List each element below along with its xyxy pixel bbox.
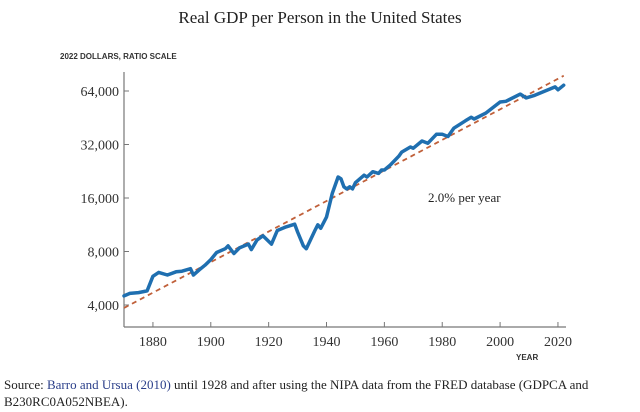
gdp-series-line — [122, 83, 566, 298]
x-tick-label: 2020 — [544, 335, 572, 350]
trend-annotation: 2.0% per year — [428, 190, 501, 205]
x-tick-label: 1920 — [255, 335, 283, 350]
y-tick-label: 32,000 — [81, 139, 120, 154]
y-tick-label: 16,000 — [81, 192, 120, 207]
x-tick-label: 1880 — [139, 335, 167, 350]
y-axis-label: 2022 DOLLARS, RATIO SCALE — [60, 52, 177, 61]
y-tick-label: 8,000 — [88, 246, 120, 261]
trend-line — [123, 74, 565, 309]
chart-title: Real GDP per Person in the United States — [178, 8, 462, 27]
source-citation-link[interactable]: Barro and Ursua (2010) — [46, 377, 171, 392]
x-tick-label: 1940 — [313, 335, 341, 350]
source-text: until 1928 and after using the NIPA data… — [4, 377, 589, 409]
x-tick-label: 2000 — [486, 335, 514, 350]
x-tick-label: 1900 — [197, 335, 225, 350]
source-note: Source: Barro and Ursua (2010) until 192… — [4, 376, 640, 410]
source-prefix: Source: — [4, 377, 47, 392]
y-tick-label: 4,000 — [88, 299, 120, 314]
y-tick-label: 64,000 — [81, 85, 120, 100]
x-tick-label: 1960 — [370, 335, 398, 350]
x-axis-label: YEAR — [516, 353, 539, 362]
x-tick-label: 1980 — [428, 335, 456, 350]
